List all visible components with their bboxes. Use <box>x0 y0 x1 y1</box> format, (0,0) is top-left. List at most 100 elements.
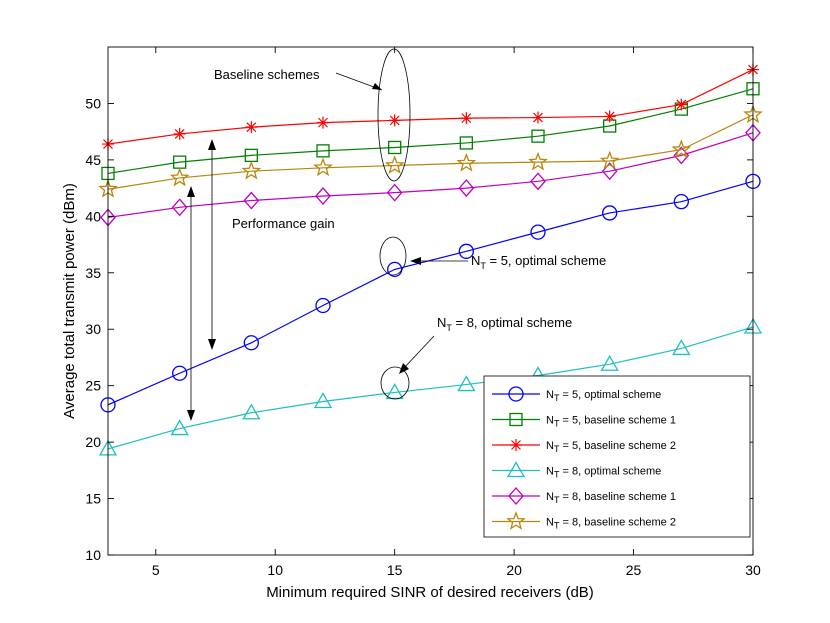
x-tick-label: 25 <box>626 562 642 578</box>
y-tick-label: 35 <box>85 265 101 281</box>
data-point <box>242 403 261 420</box>
data-point <box>530 224 546 240</box>
annotation-opt5-ellipse <box>379 236 407 276</box>
legend-marker <box>510 439 522 451</box>
data-point <box>532 111 544 124</box>
data-point <box>315 297 331 314</box>
gain-arrow-2-head-top <box>187 186 195 197</box>
legend-item: NT = 8, baseline scheme 1 <box>492 487 676 505</box>
data-point <box>602 205 618 221</box>
data-point <box>173 127 186 140</box>
data-point <box>316 144 330 158</box>
data-point <box>387 261 403 278</box>
axes-layer: 5 10 15 20 25 30 10 15 20 25 30 35 40 45 50 <box>85 46 761 578</box>
legend-item: NT = 5, baseline scheme 2 <box>492 439 676 454</box>
annotation-opt8-arrow <box>403 335 435 369</box>
data-point <box>460 112 473 125</box>
annotation-opt5-arrowhead <box>410 257 421 265</box>
legend-label: NT = 8, optimal scheme <box>546 466 661 480</box>
annotation-performance-gain: Performance gain <box>232 216 335 231</box>
data-point <box>245 121 258 134</box>
data-point <box>603 110 616 123</box>
legend-label: NT = 5, baseline scheme 2 <box>546 440 676 454</box>
series-line <box>107 180 754 406</box>
x-tick-label: 5 <box>152 562 160 578</box>
data-point <box>170 419 189 436</box>
data-point <box>458 179 475 198</box>
data-point <box>315 187 331 206</box>
gain-arrow-1-head-top <box>208 139 216 150</box>
data-point <box>600 354 619 371</box>
data-point <box>317 116 329 129</box>
y-axis-title: Average total transmit power (dBm) <box>61 183 78 419</box>
legend: NT = 5, optimal scheme NT = 5, baseline s… <box>483 375 751 538</box>
y-tick-label: 20 <box>85 434 101 450</box>
annotation-baseline-ellipse <box>377 48 411 182</box>
legend-marker <box>508 487 524 505</box>
data-point <box>169 167 190 187</box>
data-point <box>385 383 404 400</box>
series-line <box>107 326 754 450</box>
legend-label: NT = 8, baseline scheme 1 <box>546 491 676 505</box>
plot-frame <box>107 46 754 556</box>
data-point <box>457 375 476 392</box>
annotation-opt8-ellipse <box>380 366 410 400</box>
legend-label: NT = 8, baseline scheme 2 <box>546 517 676 531</box>
series-5 <box>100 123 761 227</box>
annotation-baseline-arrowhead <box>372 83 382 90</box>
gain-arrow-1-head-bottom <box>208 339 216 350</box>
data-point <box>673 194 689 210</box>
y-tick-label: 25 <box>85 378 101 394</box>
legend-marker <box>506 511 526 530</box>
data-point <box>388 140 402 155</box>
legend-item: NT = 8, optimal scheme <box>492 461 661 480</box>
y-tick-label: 50 <box>85 95 101 111</box>
x-tick-label: 30 <box>745 562 761 578</box>
x-axis-title: Minimum required SINR of desired receive… <box>266 584 594 601</box>
data-point <box>241 160 262 180</box>
data-point <box>388 114 401 127</box>
data-point <box>386 183 403 202</box>
legend-marker <box>508 386 524 402</box>
data-point <box>243 335 259 351</box>
y-tick-label: 30 <box>85 321 101 337</box>
data-point <box>171 198 188 217</box>
data-point <box>313 157 333 177</box>
series-line <box>107 132 754 219</box>
legend-item: NT = 5, optimal scheme <box>492 386 661 403</box>
data-point <box>384 155 405 174</box>
legend-label: NT = 5, baseline scheme 1 <box>546 415 676 429</box>
legend-label: NT = 5, optimal scheme <box>546 389 661 403</box>
series-line <box>107 69 754 145</box>
series-6 <box>98 104 763 198</box>
y-tick-label: 45 <box>85 152 101 168</box>
annotation-opt8-label: NT = 8, optimal scheme <box>437 315 572 333</box>
annotation-opt8-arrowhead <box>399 363 409 374</box>
y-tick-label: 40 <box>85 208 101 224</box>
series-line <box>107 88 754 175</box>
annotation-baseline-schemes: Baseline schemes <box>214 67 320 82</box>
y-tick-label: 15 <box>85 491 101 507</box>
data-point <box>172 365 188 381</box>
annotation-opt5-label: NT = 5, optimal scheme <box>471 253 606 271</box>
data-point <box>458 243 474 259</box>
data-point <box>528 151 548 171</box>
series-line <box>107 114 754 190</box>
data-point <box>671 139 692 159</box>
series-2 <box>101 82 760 181</box>
legend-box <box>483 375 751 538</box>
data-point <box>599 150 620 170</box>
data-point <box>531 129 545 143</box>
x-tick-label: 10 <box>267 562 283 578</box>
data-point <box>456 152 477 172</box>
data-point <box>675 98 688 111</box>
x-tick-label: 15 <box>387 562 403 578</box>
series-layer <box>98 63 763 456</box>
data-point <box>313 392 333 409</box>
legend-marker <box>509 412 523 427</box>
data-point <box>530 172 546 191</box>
gain-arrow-2-head-bottom <box>187 410 195 421</box>
data-point <box>673 146 690 165</box>
legend-item: NT = 5, baseline scheme 1 <box>492 412 676 429</box>
